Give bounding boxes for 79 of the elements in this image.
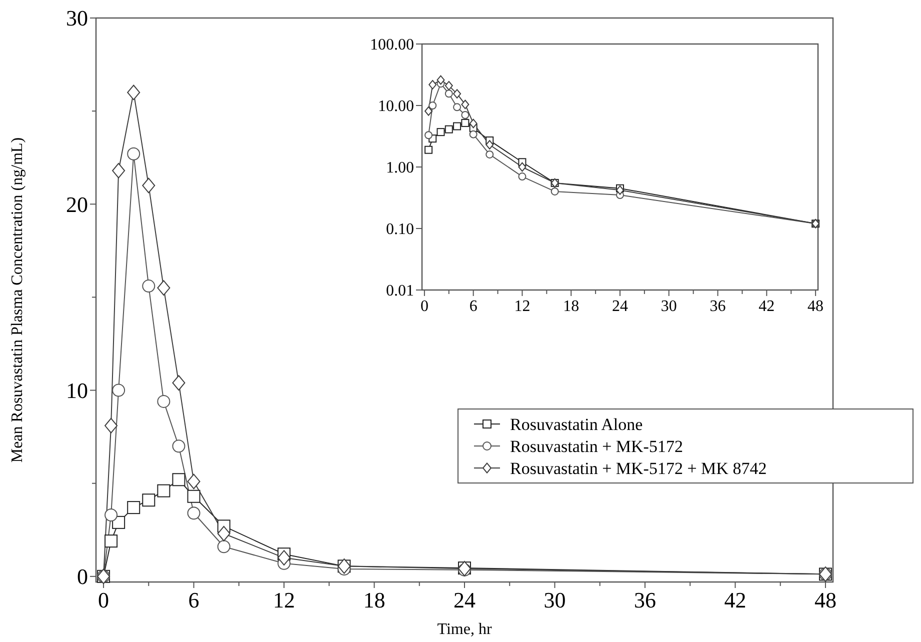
x-tick-label: 48	[808, 298, 824, 315]
point	[461, 100, 470, 110]
point	[436, 128, 445, 136]
point	[127, 147, 140, 160]
x-tick-label: 30	[544, 588, 566, 613]
legend-label: Rosuvastatin + MK-5172 + MK 8742	[510, 458, 767, 478]
y-tick-label: 10.00	[378, 98, 414, 116]
point	[157, 484, 170, 498]
y-tick-label: 1.00	[386, 160, 414, 177]
point	[453, 89, 462, 98]
x-tick-label: 6	[469, 298, 478, 315]
x-tick-label: 0	[98, 588, 110, 613]
point	[187, 506, 200, 520]
point	[104, 508, 118, 522]
point	[172, 440, 186, 453]
x-tick-label: 42	[724, 588, 746, 613]
x-tick-label: 18	[363, 588, 386, 613]
point	[112, 384, 126, 397]
x-axis-title: Time, hr	[437, 621, 492, 638]
point	[444, 80, 453, 90]
y-tick-label: 0.10	[386, 221, 414, 238]
point	[461, 111, 470, 120]
point	[436, 75, 445, 85]
x-tick-label: 36	[634, 588, 656, 613]
point	[486, 140, 494, 150]
point	[142, 280, 156, 293]
y-tick-label: 30	[66, 6, 88, 31]
x-tick-label: 24	[454, 588, 476, 613]
point	[112, 162, 126, 178]
point	[469, 118, 478, 128]
x-tick-label: 48	[814, 588, 836, 613]
point	[142, 178, 156, 194]
point	[187, 474, 200, 490]
x-tick-label: 36	[710, 298, 726, 315]
x-tick-label: 42	[758, 298, 775, 315]
point	[217, 540, 230, 554]
point	[424, 131, 433, 140]
point	[157, 394, 170, 408]
point	[278, 550, 291, 566]
point	[616, 185, 624, 195]
x-tick-label: 24	[612, 298, 628, 315]
x-tick-label: 12	[514, 298, 530, 315]
point	[104, 534, 118, 548]
point	[444, 125, 453, 134]
legend-label: Rosuvastatin Alone	[510, 414, 643, 434]
y-tick-label: 100.00	[370, 36, 414, 54]
x-tick-label: 6	[188, 588, 200, 613]
point	[157, 280, 170, 296]
point	[172, 375, 186, 391]
y-axis-title: Mean Rosuvastatin Plasma Concentration (ng/mL)	[9, 137, 26, 463]
x-tick-label: 18	[563, 298, 580, 315]
point	[104, 418, 118, 434]
point	[469, 130, 478, 138]
point	[518, 162, 526, 172]
x-tick-label: 12	[273, 588, 296, 613]
point	[453, 103, 462, 112]
point	[428, 102, 437, 110]
y-tick-label: 0.01	[386, 282, 414, 300]
point	[217, 526, 230, 542]
y-tick-label: 20	[66, 192, 88, 217]
point	[172, 473, 186, 486]
point	[444, 90, 453, 98]
point	[142, 494, 156, 507]
x-tick-label: 30	[660, 298, 677, 315]
x-tick-label: 0	[420, 298, 428, 315]
point	[486, 150, 494, 158]
point	[127, 84, 140, 100]
point	[187, 490, 200, 503]
point	[550, 187, 559, 196]
point	[127, 501, 140, 514]
point	[453, 122, 462, 130]
point	[461, 118, 470, 127]
y-tick-label: 10	[66, 378, 88, 403]
y-tick-label: 0	[77, 564, 88, 590]
point	[518, 172, 526, 181]
point	[424, 106, 433, 116]
legend-label: Rosuvastatin + MK-5172	[510, 436, 683, 456]
point	[428, 80, 437, 90]
point	[424, 146, 433, 154]
